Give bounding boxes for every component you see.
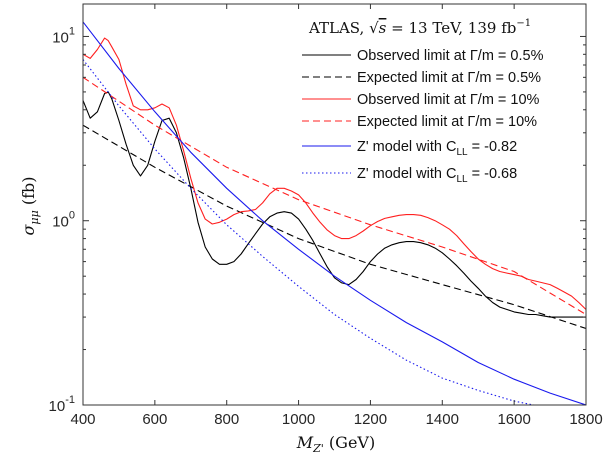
y-tick-label: 10-1 (49, 394, 75, 415)
x-axis-units: (GeV) (329, 433, 375, 452)
legend-header: ATLAS, √s = 13 TeV, 139 fb−1 (308, 18, 531, 37)
series-layer (83, 21, 586, 405)
legend-entries: Observed limit at Γ/m = 0.5% Expected lim… (302, 48, 544, 185)
series-line-1 (83, 124, 586, 330)
series-line-5 (83, 59, 537, 405)
x-tick-label: 1200 (354, 411, 387, 428)
legend-lumi-exp: −1 (516, 18, 531, 29)
y-axis-units: (fb) (19, 177, 38, 206)
legend-sqrt-sign: √ (369, 19, 379, 37)
y-axis-title: σμμ (fb) (19, 177, 41, 236)
x-tick-label: 1800 (569, 411, 602, 428)
legend-label-3: Expected limit at Γ/m = 10% (357, 114, 537, 130)
series-line-0 (83, 91, 586, 318)
x-tick-label: 800 (214, 411, 239, 428)
legend: ATLAS, √s = 13 TeV, 139 fb−1 Observed li… (302, 18, 544, 185)
series-line-2 (83, 37, 586, 310)
x-tick-label: 1000 (282, 411, 315, 428)
y-axis-subscript: μμ (28, 210, 41, 224)
x-tick-label: 1400 (426, 411, 459, 428)
svg-text:σμμ (fb): σμμ (fb) (19, 177, 41, 236)
legend-label-1: Expected limit at Γ/m = 0.5% (357, 70, 541, 86)
legend-label-4: Z' model with CLL = -0.82 (357, 139, 517, 158)
legend-energy: = 13 TeV, 139 fb (391, 19, 516, 37)
plot-background (83, 4, 586, 405)
series-line-4 (83, 21, 586, 405)
legend-s-var: s (379, 19, 387, 37)
x-axis-title: MZ' (GeV) (296, 433, 375, 455)
y-tick-label: 101 (52, 25, 75, 46)
x-axis-symbol: M (296, 433, 314, 452)
plot-frame (82, 3, 587, 406)
y-tick-label: 100 (52, 210, 75, 231)
x-tick-label: 1600 (497, 411, 530, 428)
y-axis-symbol: σ (19, 223, 38, 235)
x-tick-label: 400 (70, 411, 95, 428)
x-tick-label: 600 (142, 411, 167, 428)
legend-label-5: Z' model with CLL = -0.68 (357, 166, 517, 185)
series-line-3 (83, 76, 586, 315)
legend-label-2: Observed limit at Γ/m = 10% (357, 92, 540, 108)
tick-layer: 400 600 800 1000 1200 1400 1600 1800 10-1 100 101 (49, 4, 603, 428)
legend-label-0: Observed limit at Γ/m = 0.5% (357, 48, 544, 64)
legend-experiment: ATLAS, (308, 19, 364, 37)
x-axis-subscript: Z' (312, 442, 324, 455)
